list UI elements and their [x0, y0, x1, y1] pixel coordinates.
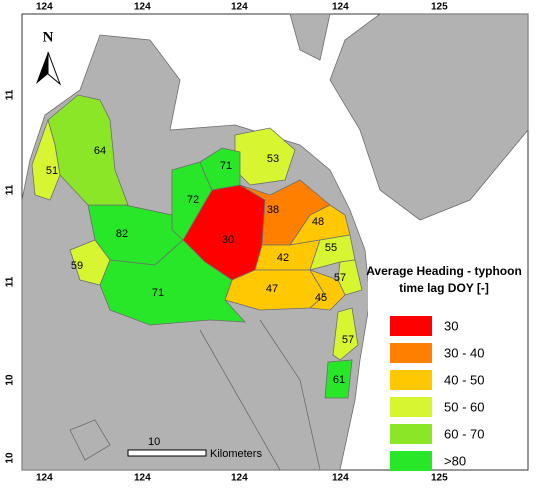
legend-swatch — [390, 370, 432, 390]
region-label: 61 — [333, 374, 345, 386]
region — [324, 359, 353, 399]
legend-swatch — [390, 451, 432, 471]
legend-swatch — [390, 343, 432, 363]
legend-label: 60 - 70 — [444, 426, 484, 441]
top-coord: 124 — [231, 2, 248, 13]
region-label: 71 — [152, 287, 164, 299]
top-coord: 124 — [36, 2, 53, 13]
bottom-coord: 124 — [134, 473, 151, 484]
scale-distance: 10 — [148, 436, 160, 448]
legend-swatch — [390, 397, 432, 417]
top-coord: 124 — [134, 2, 151, 13]
north-arrow: N — [36, 29, 62, 86]
region-label: 57 — [342, 334, 354, 346]
region-label: 64 — [94, 145, 106, 157]
legend-title: Average Heading - typhoon — [366, 264, 522, 278]
region-label: 55 — [325, 242, 337, 254]
left-coord: 11 — [5, 276, 16, 287]
legend-label: >80 — [444, 453, 466, 468]
legend-swatch — [390, 316, 432, 336]
legend-label: 50 - 60 — [444, 399, 484, 414]
bottom-coord: 125 — [431, 473, 448, 484]
region — [99, 239, 246, 326]
region-label: 57 — [334, 272, 346, 284]
legend-label: 30 — [444, 318, 458, 333]
left-coord: 10 — [5, 452, 16, 464]
regions: 30 38 48 42 55 57 47 45 57 61 53 71 72 82 59 71 64 51 — [31, 94, 363, 399]
region-label: 47 — [266, 283, 278, 295]
region-label: 38 — [267, 204, 279, 216]
region-label: 30 — [222, 234, 234, 246]
region-label: 42 — [277, 252, 289, 264]
legend-swatch — [390, 424, 432, 444]
region-label: 59 — [71, 260, 83, 272]
region — [337, 259, 363, 296]
region-label: 45 — [315, 292, 327, 304]
region — [309, 269, 346, 311]
region — [332, 307, 359, 361]
bottom-coord: 124 — [332, 473, 349, 484]
legend-label: 30 - 40 — [444, 345, 484, 360]
region-label: 53 — [267, 153, 279, 165]
legend: Average Heading - typhoon time lag DOY [… — [366, 258, 524, 471]
bottom-coord: 124 — [36, 473, 53, 484]
legend-title: time lag DOY [-] — [399, 281, 489, 295]
scale-unit: Kilometers — [210, 448, 262, 460]
north-label: N — [43, 29, 54, 45]
top-coord: 125 — [431, 2, 448, 13]
left-coord: 10 — [5, 374, 16, 386]
left-coord: 11 — [5, 89, 16, 100]
legend-label: 40 - 50 — [444, 372, 484, 387]
scale-bar: 10 Kilometers — [127, 436, 262, 460]
region-label: 48 — [312, 216, 324, 228]
region-label: 71 — [220, 160, 232, 172]
top-coord: 124 — [332, 2, 349, 13]
region-label: 51 — [46, 165, 58, 177]
region-label: 82 — [116, 228, 128, 240]
left-coord: 11 — [5, 184, 16, 195]
region — [31, 118, 61, 201]
bottom-coord: 124 — [231, 473, 248, 484]
region-label: 72 — [187, 194, 199, 206]
